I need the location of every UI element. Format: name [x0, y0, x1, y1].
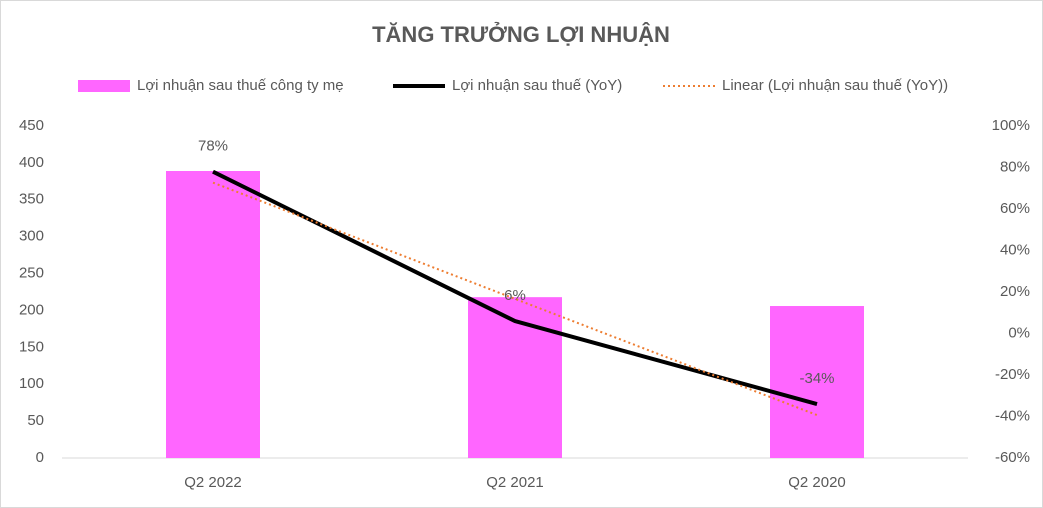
y2-tick-label: 100% [992, 117, 1030, 134]
y-tick-label: 250 [19, 265, 44, 282]
y-tick-label: 0 [36, 449, 44, 466]
bar [468, 297, 562, 458]
chart-title: TĂNG TRƯỞNG LỢI NHUẬN [372, 22, 670, 47]
x-tick-label: Q2 2021 [486, 474, 544, 491]
y2-tick-label: -40% [995, 407, 1030, 424]
legend-label: Lợi nhuận sau thuế (YoY) [452, 77, 622, 94]
y-tick-label: 50 [27, 412, 44, 429]
y-tick-label: 300 [19, 228, 44, 245]
y-tick-label: 350 [19, 191, 44, 208]
y-tick-label: 100 [19, 375, 44, 392]
bar [166, 171, 260, 458]
y2-tick-label: 60% [1000, 200, 1030, 217]
x-tick-label: Q2 2022 [184, 474, 242, 491]
data-label: -34% [799, 370, 834, 387]
legend-label: Lợi nhuận sau thuế công ty mẹ [137, 77, 344, 94]
y-tick-label: 400 [19, 154, 44, 171]
y2-tick-label: 80% [1000, 158, 1030, 175]
x-tick-label: Q2 2020 [788, 474, 846, 491]
y2-tick-label: 20% [1000, 283, 1030, 300]
y2-tick-label: -20% [995, 366, 1030, 383]
y-tick-label: 150 [19, 338, 44, 355]
legend-swatch [78, 80, 130, 92]
data-label: 6% [504, 287, 526, 304]
y2-tick-label: 0% [1008, 324, 1030, 341]
y-tick-label: 450 [19, 117, 44, 134]
bar [770, 306, 864, 458]
line [212, 169, 818, 406]
legend-label: Linear (Lợi nhuận sau thuế (YoY)) [722, 77, 948, 94]
y-tick-label: 200 [19, 301, 44, 318]
y2-tick-label: 40% [1000, 241, 1030, 258]
data-label: 78% [198, 138, 228, 155]
y2-tick-label: -60% [995, 449, 1030, 466]
